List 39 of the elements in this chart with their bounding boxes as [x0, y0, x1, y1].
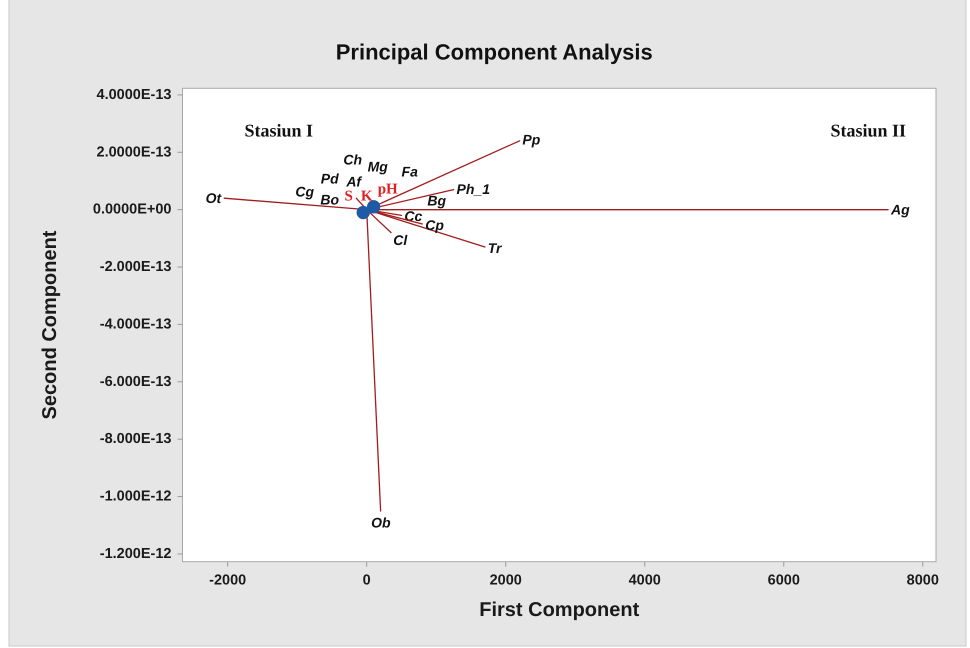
annotation: Stasiun II [830, 120, 906, 140]
annotation: Cg [295, 184, 314, 200]
annotation: Af [345, 174, 362, 190]
x-tick-label: 8000 [906, 572, 939, 589]
annotation: pH [378, 182, 398, 198]
annotation: Bg [427, 192, 446, 209]
x-tick-label: -2000 [209, 572, 246, 589]
series-label: Ph_1 [456, 180, 490, 197]
series-label: Ag [890, 202, 910, 218]
series-label: Ot [206, 190, 223, 206]
y-tick-label: -1.200E-12 [100, 546, 172, 562]
annotation: Pd [320, 170, 340, 187]
annotation: Mg [368, 158, 388, 175]
annotation: Bo [320, 192, 340, 208]
x-axis-title: First Component [479, 599, 640, 621]
y-tick-label: 4.0000E-13 [96, 86, 172, 103]
annotation: K [360, 188, 373, 205]
chart-title: Principal Component Analysis [336, 40, 653, 64]
x-tick-label: 4000 [628, 572, 661, 589]
y-tick-label: -4.000E-13 [100, 316, 172, 332]
y-tick-label: 0.0000E+00 [92, 202, 172, 218]
y-tick-label: 2.0000E-13 [96, 144, 172, 160]
annotation: Ch [343, 152, 362, 168]
y-tick-label: -8.000E-13 [100, 431, 172, 448]
y-tick-label: -6.000E-13 [100, 374, 172, 390]
y-axis-title: Second Component [39, 230, 61, 420]
series-label: Ob [371, 514, 392, 530]
series-label: Cp [425, 216, 444, 233]
series-label: Tr [488, 240, 504, 256]
annotation: Fa [402, 164, 418, 180]
annotation: Stasiun I [244, 120, 314, 140]
series-label: Pp [522, 132, 541, 148]
y-tick-label: -1.000E-12 [100, 488, 172, 505]
x-tick-label: 6000 [768, 572, 800, 589]
x-tick-label: 2000 [490, 572, 522, 589]
series-label: Cl [393, 232, 408, 248]
x-tick-label: 0 [362, 572, 371, 589]
y-tick-label: -2.000E-13 [100, 259, 172, 276]
annotation: S [344, 188, 353, 205]
